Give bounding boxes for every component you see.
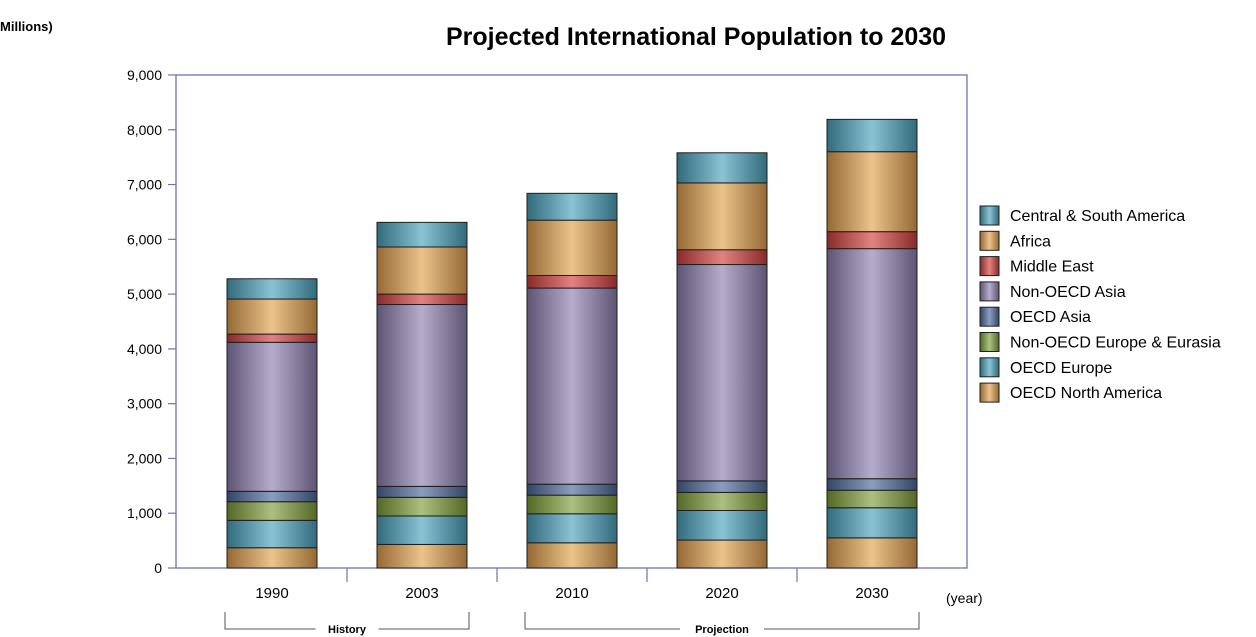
bar-segment (376, 304, 468, 487)
bar-segment (676, 182, 768, 251)
bar-segment (826, 507, 918, 539)
x-tick-label: 2003 (405, 585, 438, 602)
bar-segment (226, 501, 318, 521)
bar-segment (676, 264, 768, 482)
bar-segment (676, 539, 768, 569)
bar-segment (676, 249, 768, 266)
bar-segment (376, 496, 468, 517)
bar-segment (526, 513, 618, 544)
bar-segment (226, 490, 318, 503)
bar-segment (526, 219, 618, 276)
bar-segment (826, 231, 918, 250)
chart-title: Projected International Population to 20… (446, 23, 946, 51)
bar-segment (676, 152, 768, 184)
bar-segment (826, 151, 918, 233)
y-tick-label: 1,000 (127, 505, 162, 521)
legend-label: OECD Asia (1010, 309, 1091, 326)
bar-segment (826, 478, 918, 491)
bar-segment (226, 547, 318, 569)
legend-label: Middle East (1010, 259, 1094, 276)
bar-segment (526, 192, 618, 221)
bar-segment (226, 341, 318, 492)
legend-label: Non-OECD Europe & Eurasia (1010, 335, 1221, 352)
x-axis: 1990 2003 2010 2020 2030 (255, 568, 889, 602)
bar-segment (526, 274, 618, 289)
group-bracket (524, 612, 920, 630)
bar-segment (376, 515, 468, 545)
bar-segment (826, 248, 918, 480)
bar-segment (826, 537, 918, 569)
bar-segment (226, 519, 318, 549)
legend-label: OECD Europe (1010, 360, 1112, 377)
group-bracket (224, 612, 470, 630)
y-tick-label: 4,000 (127, 341, 162, 357)
legend-label: Non-OECD Asia (1010, 284, 1126, 301)
legend-label: Africa (1010, 233, 1051, 250)
bar-segment (826, 118, 918, 153)
y-tick-label: 2,000 (127, 450, 162, 466)
x-tick-label: 2030 (855, 585, 888, 602)
legend-swatch (979, 357, 1000, 378)
y-tick-label: 8,000 (127, 122, 162, 138)
x-tick-label: 2020 (705, 585, 738, 602)
bar-segment (676, 480, 768, 493)
bar-segment (526, 542, 618, 569)
bar-segment (226, 333, 318, 343)
legend-swatch (979, 332, 1000, 352)
category-groups: History Projection (224, 612, 920, 636)
group-label: History (328, 624, 367, 636)
bar-segment (376, 485, 468, 498)
legend-swatch (979, 205, 1000, 226)
bar-segment (526, 483, 618, 496)
bar-segment (376, 543, 468, 569)
bar-segment (526, 287, 618, 485)
bar-segment (826, 489, 918, 509)
y-tick-label: 3,000 (127, 396, 162, 412)
x-tick-label: 2010 (555, 585, 588, 602)
legend-swatch (979, 306, 1000, 327)
bars (226, 118, 918, 569)
legend-swatch (979, 281, 1000, 302)
y-tick-label: 6,000 (127, 231, 162, 247)
bar-segment (226, 298, 318, 335)
bar-segment (376, 246, 468, 295)
bar-segment (676, 491, 768, 511)
bar-segment (676, 509, 768, 541)
y-tick-label: 5,000 (127, 286, 162, 302)
y-tick-label: 9,000 (127, 67, 162, 83)
legend-swatch (979, 382, 1000, 403)
bar-segment (376, 221, 468, 248)
bar-segment (376, 293, 468, 306)
legend-label: Central & South America (1010, 208, 1185, 225)
y-tick-label: 0 (154, 560, 162, 576)
x-tick-label: 1990 (255, 585, 288, 602)
group-label: Projection (695, 624, 749, 636)
y-tick-label: 7,000 (127, 177, 162, 193)
legend-swatch (979, 230, 1000, 251)
legend-swatch (979, 256, 1000, 277)
y-axis: 0 1,000 2,000 3,000 4,000 5,000 6,000 7,000 8,00… (127, 67, 176, 576)
y-axis-unit-label: Millions) (0, 19, 53, 34)
legend: Central & South America Africa Middle East… (979, 205, 1221, 403)
bar-segment (526, 494, 618, 515)
bar-segment (226, 278, 318, 300)
x-axis-unit-label: (year) (946, 590, 983, 606)
legend-label: OECD North America (1010, 385, 1162, 402)
